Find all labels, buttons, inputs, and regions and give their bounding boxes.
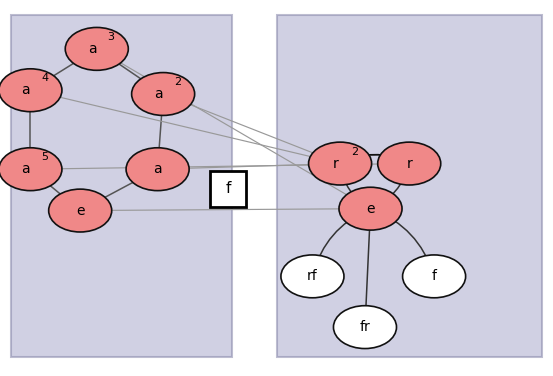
Text: 5: 5	[41, 152, 48, 162]
Circle shape	[0, 148, 62, 191]
Circle shape	[65, 27, 128, 70]
Text: e: e	[366, 202, 375, 216]
Text: a: a	[22, 83, 30, 97]
Circle shape	[281, 255, 344, 298]
Circle shape	[49, 189, 112, 232]
Text: a: a	[22, 162, 30, 176]
Text: 2: 2	[351, 147, 358, 157]
Circle shape	[339, 187, 402, 230]
Circle shape	[333, 306, 397, 349]
Text: a: a	[153, 162, 162, 176]
Text: a: a	[154, 87, 163, 101]
Text: f: f	[226, 182, 231, 196]
Text: r: r	[332, 156, 338, 171]
Text: 2: 2	[174, 77, 181, 87]
Text: rf: rf	[307, 269, 318, 284]
Text: 3: 3	[107, 32, 114, 42]
Circle shape	[126, 148, 189, 191]
Text: a: a	[88, 42, 96, 56]
Text: fr: fr	[359, 320, 371, 334]
Circle shape	[132, 73, 195, 115]
Text: f: f	[431, 269, 437, 284]
FancyBboxPatch shape	[210, 171, 246, 207]
Circle shape	[403, 255, 466, 298]
Text: r: r	[406, 156, 412, 171]
Text: 4: 4	[41, 73, 48, 83]
Bar	[11, 15, 232, 357]
Circle shape	[309, 142, 372, 185]
Bar	[276, 15, 542, 357]
Text: e: e	[76, 203, 85, 218]
Circle shape	[0, 69, 62, 112]
Circle shape	[378, 142, 441, 185]
